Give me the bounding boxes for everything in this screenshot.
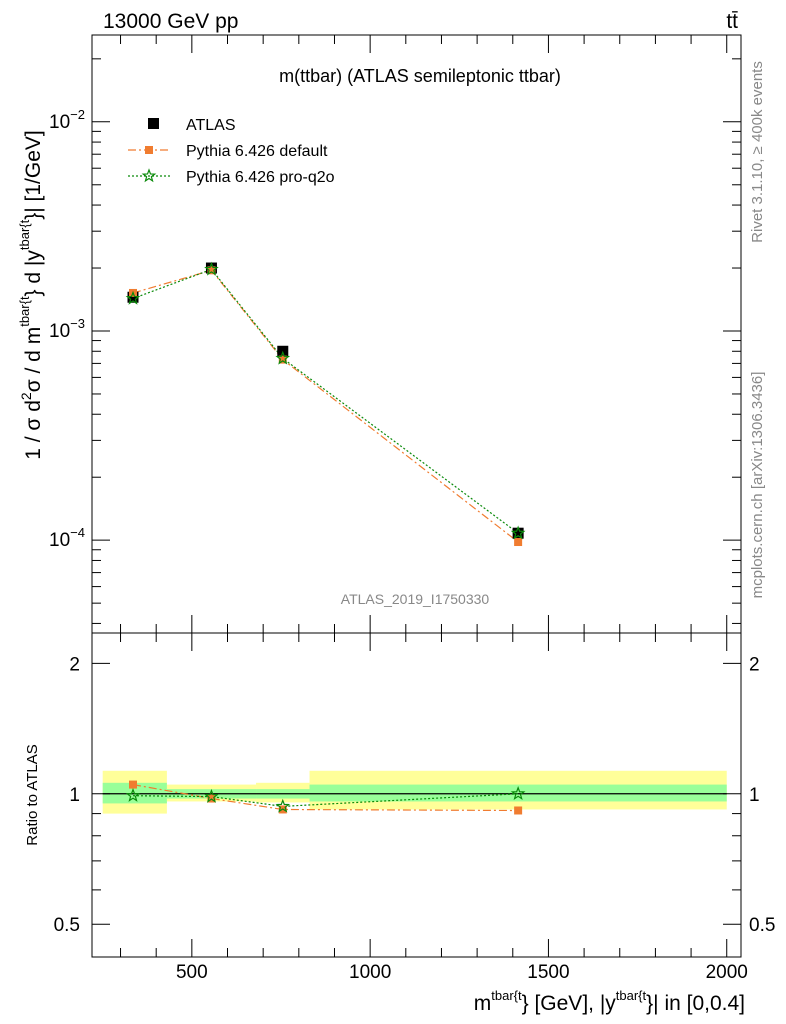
- ratio-point-pythia-6-426-pro-q2o: [510, 786, 526, 801]
- legend-label-pythia-default: Pythia 6.426 default: [186, 143, 328, 160]
- data-point-atlas: [127, 291, 139, 303]
- legend-entry-pythia-default: Pythia 6.426 default: [128, 143, 328, 160]
- legend-label-atlas: ATLAS: [186, 117, 236, 134]
- ratio-y-axis-label: Ratio to ATLAS: [24, 744, 41, 845]
- legend-marker-pythia-pro-q2o: [141, 168, 157, 183]
- process-label: tt̄: [726, 10, 738, 33]
- energy-label: 13000 GeV pp: [103, 10, 238, 33]
- legend-entry-pythia-pro-q2o: Pythia 6.426 pro-q2o: [128, 168, 335, 186]
- main-plot-panel: 10−2 10−3 10−4 m(ttbar) (ATLAS semileptoni…: [49, 34, 742, 634]
- ratio-plot-panel: 0.5 0.5 1 1 2 2: [54, 632, 776, 958]
- ratio-x-axis-ticks: [120, 633, 728, 957]
- main-y-axis-label: 1 / σ d2σ / d mtbar{t} d |ytbar{t}| [1/G…: [17, 130, 45, 460]
- x-axis-tick-labels: 500 1000 1500 2000: [176, 962, 748, 983]
- plot-title: m(ttbar) (ATLAS semileptonic ttbar): [279, 66, 561, 86]
- analysis-id-label: ATLAS_2019_I1750330: [341, 591, 490, 607]
- data-point-pythia-6-426-pro-q2o: [204, 261, 219, 276]
- ratio-band-green: [309, 784, 727, 802]
- ratio-point-pythia-6-426-pro-q2o: [204, 788, 219, 803]
- x-tick-label: 500: [176, 962, 208, 983]
- ratio-uncertainty-bands: [102, 770, 727, 814]
- ratio-y-tick-label: 1: [69, 785, 80, 806]
- main-x-axis-ticks: [120, 35, 728, 633]
- ratio-y-tick-label: 0.5: [54, 915, 80, 936]
- legend: ATLAS Pythia 6.426 default Pythia 6.426 …: [128, 117, 335, 186]
- data-point-pythia-6-426-pro-q2o: [125, 290, 141, 305]
- data-point-pythia-6-426-default: [514, 538, 523, 547]
- ratio-y-tick-label-right: 2: [749, 654, 760, 675]
- rivet-version-label: Rivet 3.1.10, ≥ 400k events: [749, 61, 766, 243]
- ratio-point-pythia-6-426-default: [129, 780, 138, 789]
- ratio-y-tick-label: 2: [69, 654, 80, 675]
- ratio-plot-frame: [91, 632, 742, 958]
- x-tick-label: 2000: [706, 962, 748, 983]
- x-axis-label: mtbar{t} [GeV], |ytbar{t}| in [0,0.4]: [474, 988, 745, 1015]
- ratio-line-pythia-6-426-default: [132, 784, 519, 812]
- data-point-pythia-6-426-default: [278, 355, 287, 364]
- data-point-pythia-6-426-default: [207, 266, 216, 275]
- ratio-y-axis-ticks: 0.5 0.5 1 1 2 2: [54, 654, 776, 936]
- data-point-pythia-6-426-pro-q2o: [275, 350, 291, 365]
- y-tick-label: 10−4: [49, 525, 85, 551]
- x-tick-label: 1500: [527, 962, 569, 983]
- y-tick-label: 10−3: [49, 316, 85, 342]
- legend-marker-atlas: [148, 118, 159, 129]
- series-line-pythia-6-426-pro-q2o: [132, 268, 519, 534]
- ratio-y-tick-label-right: 1: [749, 785, 760, 806]
- legend-marker-pythia-default: [145, 146, 153, 154]
- legend-label-pythia-pro-q2o: Pythia 6.426 pro-q2o: [186, 169, 335, 186]
- ratio-point-pythia-6-426-pro-q2o: [125, 787, 141, 802]
- ratio-point-pythia-6-426-pro-q2o: [275, 798, 291, 813]
- mcplots-reference-label: mcplots.cern.ch [arXiv:1306.3436]: [749, 372, 766, 599]
- ratio-y-tick-label-right: 0.5: [749, 915, 775, 936]
- y-tick-label: 10−2: [49, 107, 85, 133]
- x-tick-label: 1000: [349, 962, 391, 983]
- legend-entry-atlas: ATLAS: [148, 117, 236, 134]
- main-y-axis-ticks: 10−2 10−3 10−4: [49, 58, 741, 624]
- ratio-plot-marks: [125, 780, 526, 815]
- ratio-point-pythia-6-426-default: [514, 806, 523, 815]
- main-plot-marks: [125, 261, 526, 547]
- series-line-pythia-6-426-default: [132, 269, 519, 543]
- data-point-atlas: [512, 527, 524, 539]
- data-point-pythia-6-426-pro-q2o: [510, 525, 526, 540]
- ratio-line-pythia-6-426-pro-q2o: [132, 793, 519, 808]
